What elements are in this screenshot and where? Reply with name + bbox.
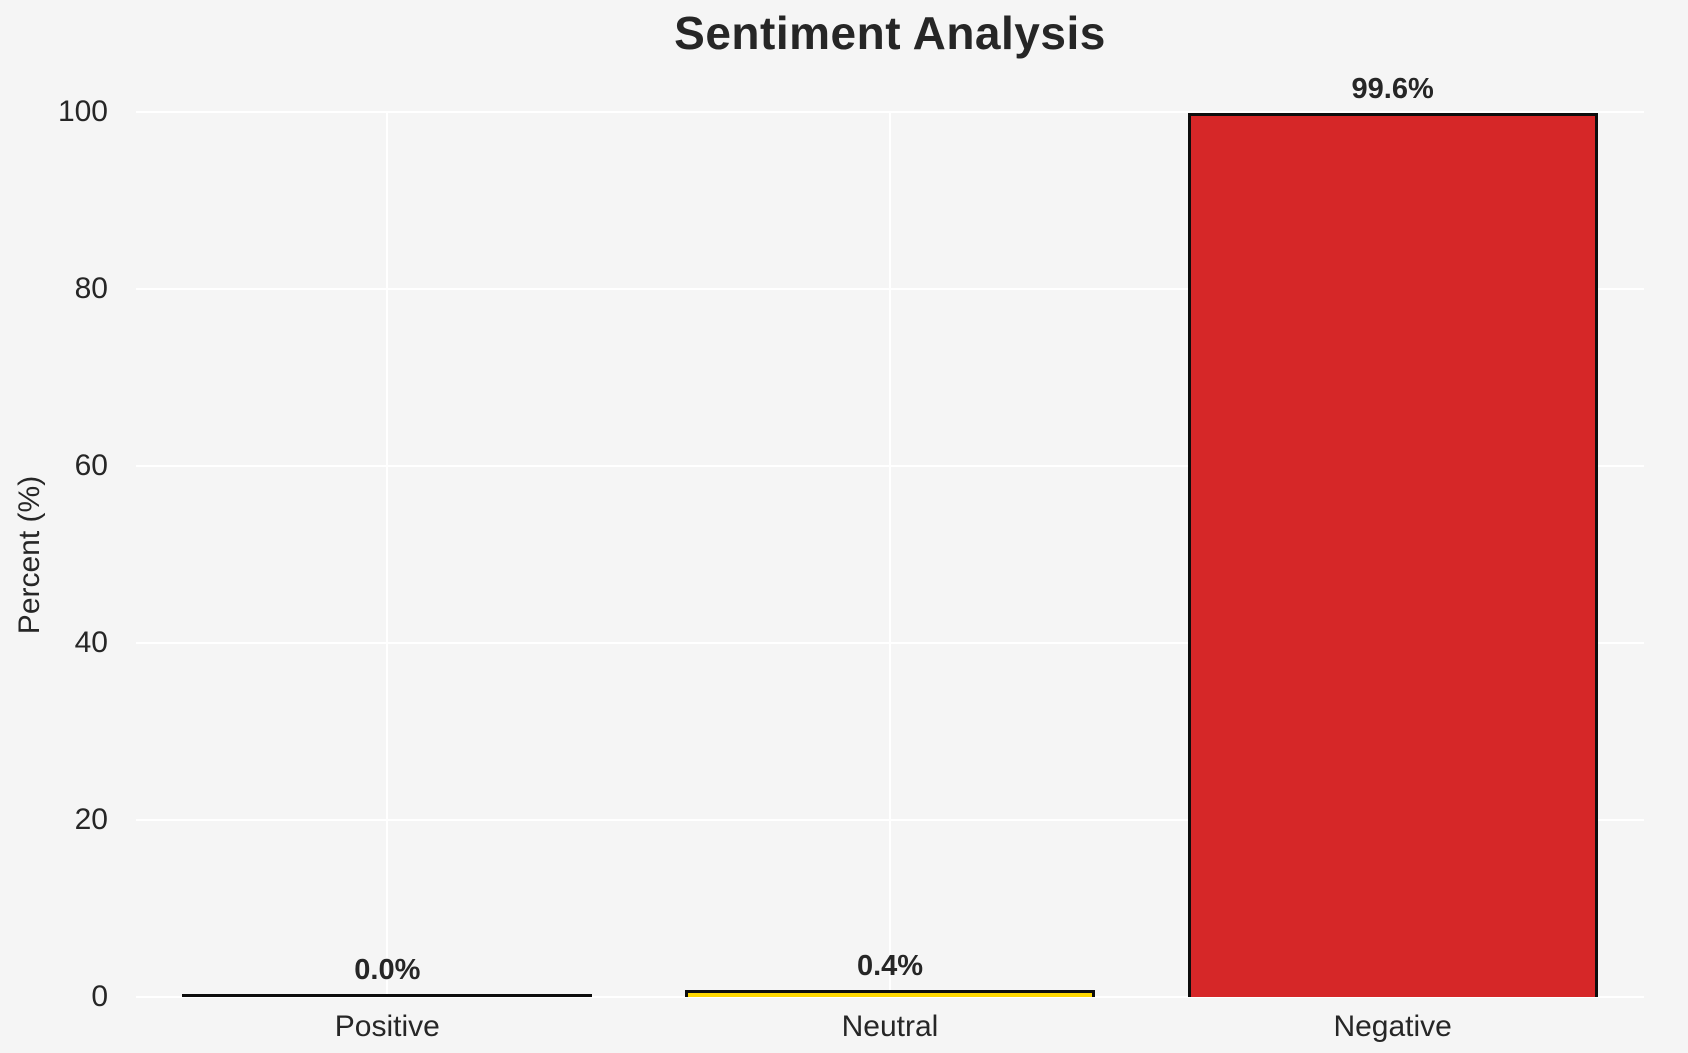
xtick-label-negative: Negative xyxy=(1333,1010,1452,1043)
bar-neutral xyxy=(685,990,1095,997)
bar-positive xyxy=(182,994,593,997)
xtick-label-neutral: Neutral xyxy=(841,1010,939,1043)
ytick-label-80: 80 xyxy=(74,272,108,305)
chart-title: Sentiment Analysis xyxy=(674,7,1106,59)
ytick-label-100: 100 xyxy=(57,95,108,128)
gridline-v-positive xyxy=(386,112,389,997)
xtick-label-positive: Positive xyxy=(334,1010,440,1043)
gridline-h-0 xyxy=(136,996,1644,998)
bar-negative xyxy=(1187,112,1598,997)
bar-value-label-neutral: 0.4% xyxy=(856,950,924,983)
bar-value-label-positive: 0.0% xyxy=(354,954,421,986)
plot-area: 0.0% 0.4% 99.6% xyxy=(136,73,1644,998)
bar-value-label-negative: 99.6% xyxy=(1351,72,1434,105)
ytick-label-40: 40 xyxy=(74,626,108,659)
ytick-label-60: 60 xyxy=(74,449,108,482)
ytick-label-0: 0 xyxy=(91,980,108,1013)
y-axis-label: Percent (%) xyxy=(10,112,50,997)
gridline-v-neutral xyxy=(889,112,891,997)
y-axis-label-text: Percent (%) xyxy=(13,475,47,634)
ytick-label-20: 20 xyxy=(74,803,108,836)
